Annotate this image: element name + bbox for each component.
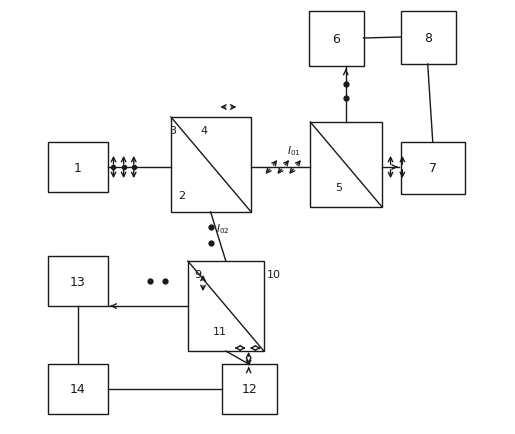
Text: 9: 9 — [195, 270, 202, 279]
Bar — [221, 364, 277, 414]
Text: 3: 3 — [169, 126, 176, 136]
Text: 7: 7 — [429, 162, 437, 175]
Text: 5: 5 — [336, 183, 342, 193]
Text: 11: 11 — [213, 326, 227, 336]
Text: 10: 10 — [266, 270, 280, 279]
Bar — [48, 256, 108, 306]
Bar — [311, 123, 382, 207]
Text: 14: 14 — [70, 383, 86, 395]
Text: 8: 8 — [424, 32, 432, 45]
Bar — [401, 143, 465, 194]
Text: $I_{02}$: $I_{02}$ — [216, 221, 229, 235]
Bar — [308, 12, 364, 67]
Bar — [48, 143, 108, 193]
Text: 6: 6 — [332, 33, 340, 46]
Text: 12: 12 — [241, 383, 257, 395]
Text: 2: 2 — [178, 191, 185, 201]
Bar — [401, 12, 456, 65]
Bar — [48, 364, 108, 414]
Text: 4: 4 — [200, 126, 208, 136]
Bar — [171, 118, 251, 213]
Text: 1: 1 — [74, 161, 82, 174]
Text: 13: 13 — [70, 275, 86, 288]
Bar — [188, 261, 264, 351]
Text: $I_{01}$: $I_{01}$ — [287, 144, 301, 158]
